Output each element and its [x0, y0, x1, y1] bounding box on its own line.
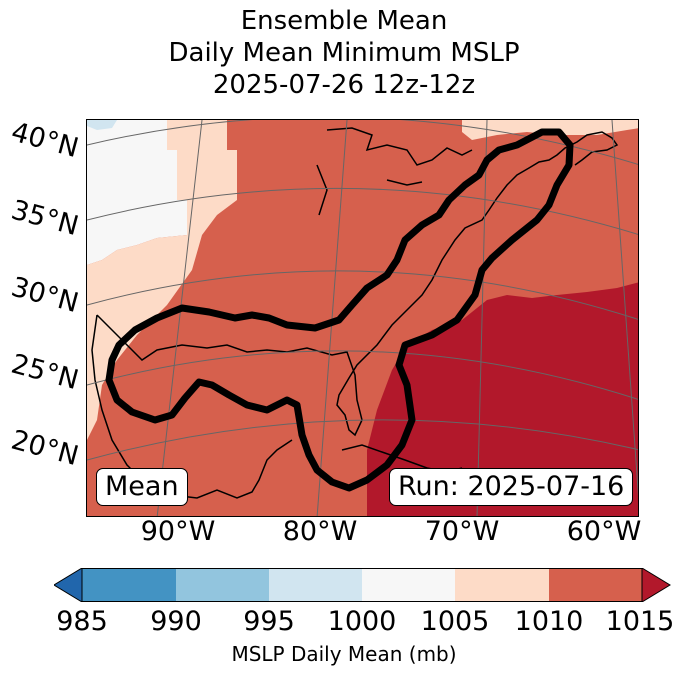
colorbar-segment-985	[82, 568, 176, 602]
colorbar-tick-1015: 1015	[605, 606, 675, 637]
great-lakes	[316, 127, 473, 216]
lat-label-25: 25°N	[7, 348, 82, 397]
lat-label-35: 35°N	[7, 194, 82, 243]
colorbar-tick-1005: 1005	[420, 606, 490, 637]
colorbar-tick-995: 995	[243, 606, 295, 637]
colorbar-extend-low	[54, 568, 83, 602]
lon-label-90w: 90°W	[140, 516, 216, 547]
lat-label-20: 20°N	[7, 424, 82, 473]
colorbar-segment-990	[176, 568, 269, 602]
graticule-lat	[87, 120, 638, 461]
colorbar-label: MSLP Daily Mean (mb)	[231, 642, 457, 666]
title-line-2: Daily Mean Minimum MSLP	[168, 38, 520, 68]
contour-outline	[105, 128, 574, 492]
field-below-1000	[87, 120, 117, 130]
lon-label-80w: 80°W	[282, 516, 358, 547]
lon-label-70w: 70°W	[424, 516, 500, 547]
field-1015	[367, 282, 638, 516]
field-1005-west	[87, 120, 237, 440]
run-date-badge: Run: 2025-07-16	[389, 468, 634, 506]
colorbar-segment-1010	[549, 568, 642, 602]
title-line-1: Ensemble Mean	[240, 6, 448, 36]
title-line-3: 2025-07-26 12z-12z	[212, 70, 476, 100]
colorbar-tick-1010: 1010	[514, 606, 584, 637]
mslp-map	[87, 120, 638, 516]
colorbar-tick-990: 990	[150, 606, 202, 637]
colorbar-extend-high	[641, 568, 671, 602]
colorbar-segment-995	[269, 568, 362, 602]
ensemble-mean-badge: Mean	[96, 468, 188, 506]
lon-label-60w: 60°W	[566, 516, 642, 547]
field-1000	[87, 120, 187, 265]
colorbar-tick-1000: 1000	[327, 606, 397, 637]
colorbar-segment-1000	[362, 568, 455, 602]
map-panel[interactable]: Mean Run: 2025-07-16	[86, 119, 639, 517]
lat-label-30: 30°N	[7, 271, 82, 320]
colorbar-tick-985: 985	[56, 606, 108, 637]
colorbar	[54, 568, 671, 602]
colorbar-segment-1005	[455, 568, 549, 602]
colorbar-frame	[81, 568, 643, 602]
lat-label-40: 40°N	[7, 116, 82, 165]
